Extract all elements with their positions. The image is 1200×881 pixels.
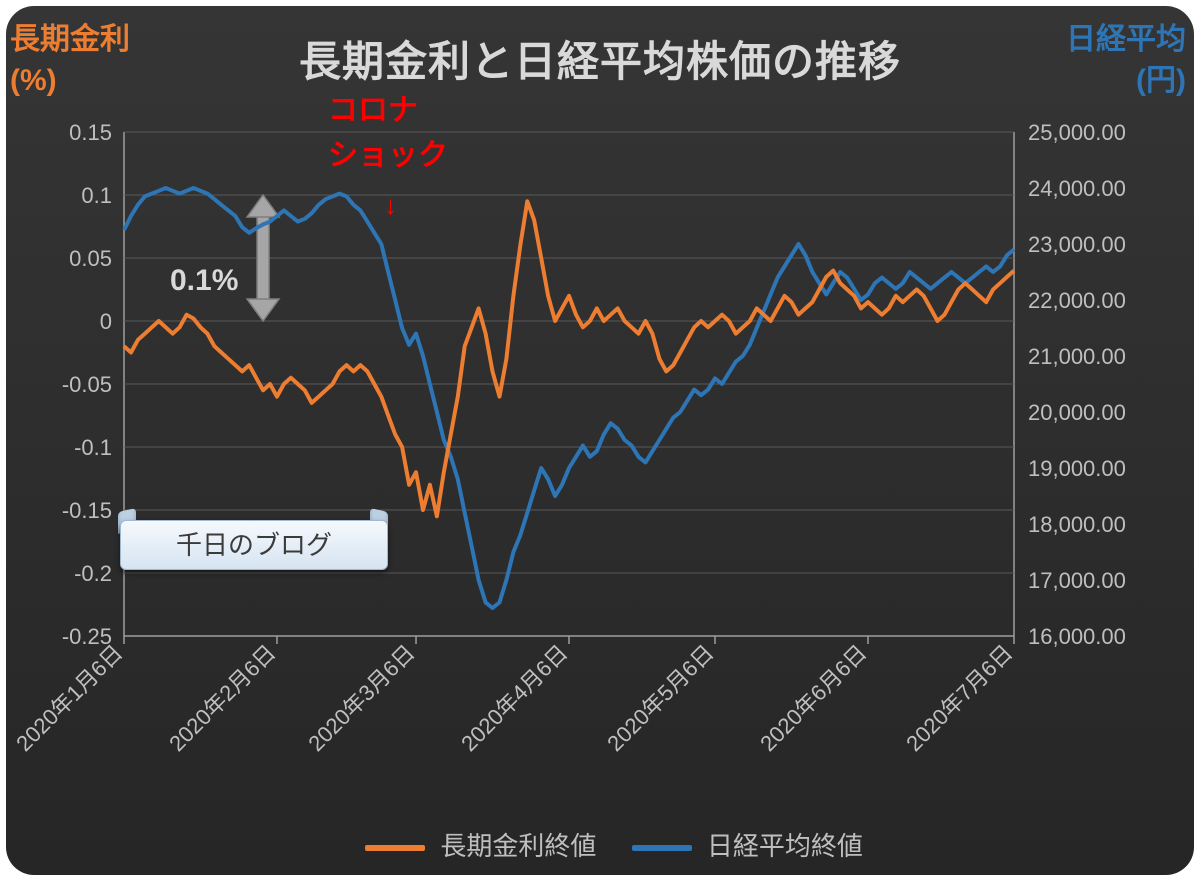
svg-text:16,000.00: 16,000.00	[1028, 624, 1126, 649]
svg-text:-0.1: -0.1	[74, 435, 112, 460]
svg-text:18,000.00: 18,000.00	[1028, 512, 1126, 537]
legend-series-1: 長期金利終値	[440, 831, 596, 861]
svg-text:0.15: 0.15	[69, 120, 112, 145]
blog-ribbon-label: 千日のブログ	[120, 520, 388, 570]
svg-text:22,000.00: 22,000.00	[1028, 288, 1126, 313]
svg-text:-0.05: -0.05	[62, 372, 112, 397]
pct-annotation: 0.1%	[170, 264, 238, 298]
svg-text:2020年5月6日: 2020年5月6日	[602, 640, 718, 756]
legend: 長期金利終値 日経平均終値	[0, 826, 1200, 863]
svg-text:2020年2月6日: 2020年2月6日	[164, 640, 280, 756]
svg-text:21,000.00: 21,000.00	[1028, 344, 1126, 369]
svg-text:24,000.00: 24,000.00	[1028, 176, 1126, 201]
chart-svg: -0.25-0.2-0.15-0.1-0.0500.050.10.1516,00…	[6, 6, 1194, 875]
svg-text:2020年3月6日: 2020年3月6日	[303, 640, 419, 756]
legend-swatch-1	[365, 845, 425, 851]
svg-text:2020年4月6日: 2020年4月6日	[456, 640, 572, 756]
svg-text:23,000.00: 23,000.00	[1028, 232, 1126, 257]
svg-text:0: 0	[100, 309, 112, 334]
svg-text:-0.15: -0.15	[62, 498, 112, 523]
svg-text:2020年7月6日: 2020年7月6日	[901, 640, 1017, 756]
legend-series-2: 日経平均終値	[707, 831, 863, 861]
svg-text:2020年1月6日: 2020年1月6日	[11, 640, 127, 756]
svg-text:0.05: 0.05	[69, 246, 112, 271]
svg-text:25,000.00: 25,000.00	[1028, 120, 1126, 145]
legend-swatch-2	[632, 845, 692, 851]
svg-text:0.1: 0.1	[81, 183, 112, 208]
svg-text:19,000.00: 19,000.00	[1028, 456, 1126, 481]
svg-text:2020年6月6日: 2020年6月6日	[755, 640, 871, 756]
svg-text:17,000.00: 17,000.00	[1028, 568, 1126, 593]
svg-text:-0.2: -0.2	[74, 561, 112, 586]
blog-ribbon: 千日のブログ	[120, 514, 386, 568]
svg-text:20,000.00: 20,000.00	[1028, 400, 1126, 425]
